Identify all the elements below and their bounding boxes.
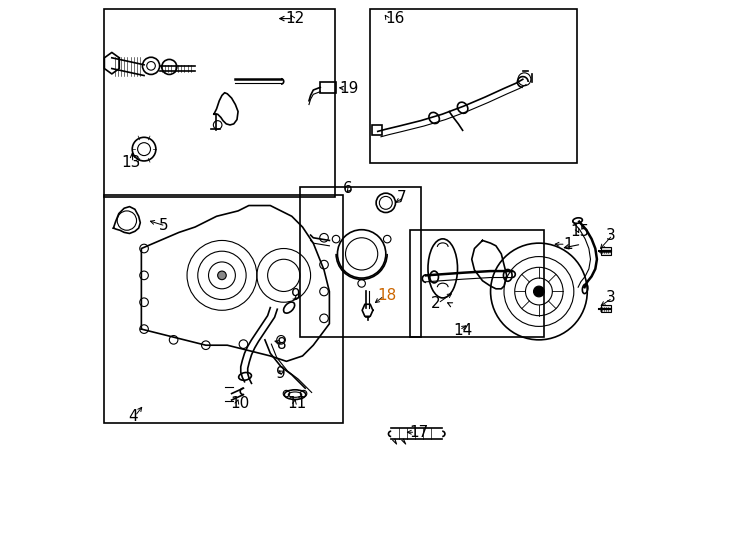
Bar bbox=[103, 195, 343, 423]
Bar bbox=[600, 305, 611, 313]
Bar bbox=[410, 230, 545, 337]
Text: 17: 17 bbox=[409, 425, 428, 440]
Text: 13: 13 bbox=[121, 155, 140, 170]
Text: 9: 9 bbox=[291, 288, 300, 303]
Text: 6: 6 bbox=[343, 181, 352, 196]
Bar bbox=[600, 247, 611, 255]
Text: 18: 18 bbox=[378, 288, 397, 303]
Bar bbox=[370, 9, 576, 163]
Text: 16: 16 bbox=[386, 11, 405, 26]
Text: 15: 15 bbox=[570, 224, 589, 239]
Circle shape bbox=[218, 271, 226, 280]
Text: 10: 10 bbox=[230, 396, 250, 411]
Text: 11: 11 bbox=[288, 396, 307, 411]
Text: 7: 7 bbox=[396, 190, 406, 205]
Bar bbox=[300, 187, 421, 337]
Text: 2: 2 bbox=[430, 296, 440, 311]
Text: 12: 12 bbox=[286, 11, 305, 26]
Text: 8: 8 bbox=[277, 336, 286, 352]
Text: 4: 4 bbox=[128, 409, 137, 423]
Bar bbox=[372, 125, 382, 134]
Text: 3: 3 bbox=[606, 227, 616, 242]
Text: 3: 3 bbox=[606, 291, 616, 306]
Text: 19: 19 bbox=[339, 81, 358, 96]
Text: 9: 9 bbox=[276, 366, 286, 381]
Circle shape bbox=[534, 286, 545, 297]
Text: 5: 5 bbox=[159, 219, 168, 233]
Bar bbox=[320, 82, 336, 93]
Bar bbox=[103, 9, 335, 198]
Text: 14: 14 bbox=[453, 323, 472, 338]
Text: 1: 1 bbox=[563, 237, 573, 252]
